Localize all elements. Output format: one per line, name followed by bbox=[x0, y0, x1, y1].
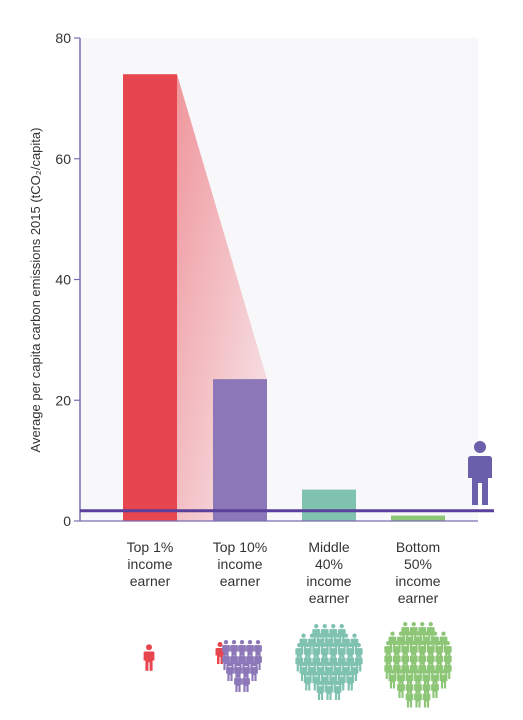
person-icon bbox=[222, 640, 230, 659]
person-icon bbox=[230, 640, 238, 659]
bar bbox=[213, 379, 267, 521]
y-tick-label: 40 bbox=[55, 272, 71, 288]
category-label: Top 10% bbox=[213, 539, 267, 555]
y-ticks: 0 20 40 60 80 bbox=[55, 30, 80, 529]
person-icon bbox=[468, 441, 492, 505]
category-label: Bottom bbox=[396, 539, 440, 555]
category-label: income bbox=[127, 556, 172, 572]
category-label: earner bbox=[309, 590, 350, 606]
person-icon bbox=[238, 651, 246, 670]
person-icon bbox=[230, 651, 238, 670]
category-label: earner bbox=[220, 573, 261, 589]
bars bbox=[123, 74, 445, 521]
category-label: income bbox=[217, 556, 262, 572]
category-label: 40% bbox=[315, 556, 343, 572]
category-label: earner bbox=[130, 573, 171, 589]
y-tick-label: 60 bbox=[55, 151, 71, 167]
y-tick-label: 80 bbox=[55, 30, 71, 46]
person-icon bbox=[246, 651, 254, 670]
person-icon bbox=[238, 640, 246, 659]
person-icon bbox=[254, 651, 262, 670]
bar bbox=[302, 489, 356, 521]
crowd-icon bbox=[295, 624, 363, 700]
category-label: Top 1% bbox=[127, 539, 174, 555]
bar bbox=[391, 515, 445, 521]
category-label: income bbox=[306, 573, 351, 589]
crowd-icon bbox=[384, 622, 452, 708]
person-icon bbox=[397, 679, 405, 698]
y-axis-label: Average per capita carbon emissions 2015… bbox=[28, 128, 43, 453]
person-icon bbox=[246, 640, 254, 659]
bar bbox=[123, 74, 177, 521]
category-label: 50% bbox=[404, 556, 432, 572]
group-icons bbox=[143, 622, 452, 708]
person-icon bbox=[143, 644, 155, 671]
y-tick-label: 20 bbox=[55, 392, 71, 408]
people-group-icon bbox=[215, 640, 262, 692]
person-icon bbox=[254, 640, 262, 659]
person-icon bbox=[431, 679, 439, 698]
person-icon bbox=[422, 688, 431, 708]
category-label: Middle bbox=[308, 539, 349, 555]
category-label: income bbox=[395, 573, 440, 589]
y-tick-label: 0 bbox=[63, 513, 71, 529]
category-label: earner bbox=[398, 590, 439, 606]
person-icon bbox=[242, 673, 250, 692]
person-icon bbox=[405, 688, 414, 708]
person-icon bbox=[414, 688, 422, 708]
person-icon bbox=[234, 673, 242, 692]
